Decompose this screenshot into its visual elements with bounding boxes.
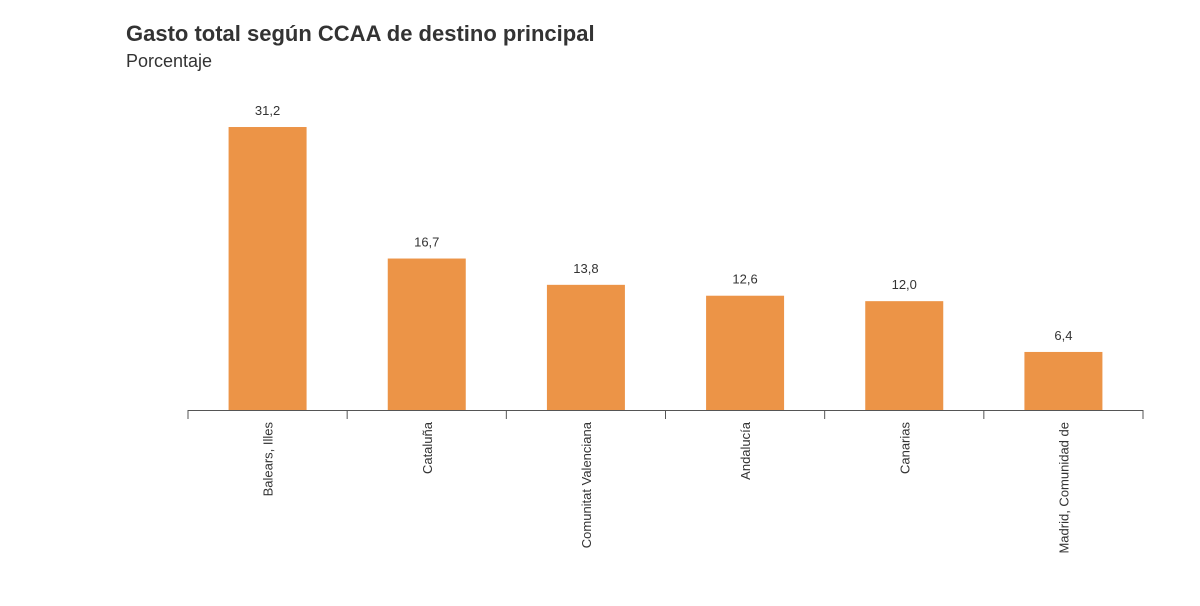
chart-title: Gasto total según CCAA de destino princi… bbox=[126, 21, 595, 46]
chart-subtitle: Porcentaje bbox=[126, 51, 212, 71]
bar bbox=[546, 284, 625, 410]
bar bbox=[865, 301, 944, 410]
value-label: 31,2 bbox=[255, 103, 280, 118]
x-tick-label: Cataluña bbox=[420, 421, 435, 474]
value-label: 13,8 bbox=[573, 261, 598, 276]
x-tick-label: Canarias bbox=[897, 422, 912, 475]
x-tick-label: Comunitat Valenciana bbox=[579, 421, 594, 548]
bar bbox=[387, 258, 466, 410]
x-tick-label: Andalucía bbox=[738, 421, 753, 480]
bar bbox=[706, 295, 785, 410]
value-label: 6,4 bbox=[1054, 328, 1072, 343]
x-tick-label: Madrid, Comunidad de bbox=[1056, 422, 1071, 554]
x-tick-label: Balears, Illes bbox=[261, 422, 276, 497]
bar bbox=[228, 127, 307, 411]
value-label: 12,0 bbox=[892, 277, 917, 292]
bar bbox=[1024, 351, 1103, 410]
value-label: 16,7 bbox=[414, 235, 439, 250]
value-label: 12,6 bbox=[732, 272, 757, 287]
